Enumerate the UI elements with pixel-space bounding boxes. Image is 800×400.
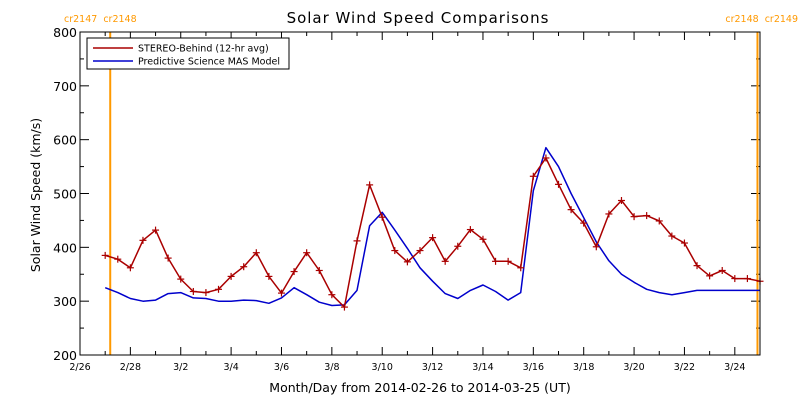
- data-point: [366, 181, 374, 189]
- x-tick-label: 2/28: [120, 362, 141, 373]
- legend-label-stereo: STEREO-Behind (12-hr avg): [138, 44, 269, 55]
- carrington-label-left: cr2147: [64, 14, 97, 25]
- data-point: [492, 257, 500, 265]
- data-point: [378, 213, 386, 221]
- data-point: [139, 236, 147, 244]
- data-point: [429, 234, 437, 242]
- plot-frame: [79, 31, 761, 356]
- data-point: [290, 268, 298, 276]
- data-point: [680, 239, 688, 247]
- data-point: [227, 272, 235, 280]
- data-point: [592, 243, 600, 251]
- x-tick-label: 3/24: [724, 362, 745, 373]
- carrington-label-right: cr2148: [103, 14, 136, 25]
- carrington-label-left: cr2148: [725, 14, 758, 25]
- data-point: [328, 291, 336, 299]
- x-tick-label: 3/10: [372, 362, 393, 373]
- carrington-markers: cr2147 cr2148 cr2148 cr2149: [64, 14, 798, 355]
- y-tick-label: 700: [53, 79, 77, 94]
- series-line-stereo-behind-12-hr-avg: [104, 157, 761, 308]
- data-point: [517, 264, 525, 272]
- data-point: [617, 196, 625, 204]
- x-tick-label: 3/16: [523, 362, 544, 373]
- carrington-label-right: cr2149: [765, 14, 798, 25]
- data-point: [693, 262, 701, 270]
- data-point: [479, 235, 487, 243]
- y-tick-label: 600: [53, 133, 77, 148]
- data-point: [706, 272, 714, 280]
- x-tick-label: 3/4: [223, 362, 238, 373]
- data-point: [101, 251, 109, 259]
- axis-ticks: 200 300 400 500 600 700 800 2/26 2/28 3/2 3/4 3/6 3/…: [53, 25, 760, 373]
- data-point: [718, 266, 726, 274]
- data-point: [353, 237, 361, 245]
- chart-title: Solar Wind Speed Comparisons: [287, 9, 550, 27]
- data-point: [555, 180, 563, 188]
- x-tick-label: 3/2: [173, 362, 188, 373]
- carrington-rotation-label: cr2147 cr2148: [64, 14, 137, 25]
- data-point: [240, 263, 248, 271]
- data-point: [731, 275, 739, 283]
- data-point: [567, 206, 575, 214]
- y-axis-label: Solar Wind Speed (km/s): [28, 118, 43, 272]
- data-point: [403, 258, 411, 266]
- x-axis-label: Month/Day from 2014-02-26 to 2014-03-25 …: [269, 380, 570, 395]
- y-tick-label: 200: [53, 348, 77, 363]
- data-point: [630, 213, 638, 221]
- legend-label-model: Predictive Science MAS Model: [138, 57, 280, 68]
- data-point: [114, 255, 122, 263]
- data-point: [580, 219, 588, 227]
- data-point: [152, 226, 160, 234]
- data-point: [655, 217, 663, 225]
- data-point: [391, 247, 399, 255]
- y-tick-label: 400: [53, 240, 77, 255]
- x-tick-label: 3/22: [674, 362, 695, 373]
- data-point: [605, 210, 613, 218]
- data-point: [164, 254, 172, 262]
- legend-box: [86, 37, 290, 70]
- data-point: [177, 275, 185, 283]
- y-tick-label: 300: [53, 294, 77, 309]
- data-point: [215, 285, 223, 293]
- data-point: [303, 249, 311, 257]
- data-point: [542, 154, 550, 162]
- x-tick-label: 3/20: [623, 362, 644, 373]
- data-point: [189, 287, 197, 295]
- data-point: [504, 257, 512, 265]
- data-point: [202, 289, 210, 297]
- y-tick-label: 800: [53, 25, 77, 40]
- carrington-rotation-label: cr2148 cr2149: [725, 14, 798, 25]
- series-line-predictive-science-mas-model: [104, 146, 760, 307]
- x-tick-label: 3/18: [573, 362, 594, 373]
- data-point: [643, 212, 651, 220]
- data-point: [668, 232, 676, 240]
- data-point: [743, 275, 751, 283]
- data-point: [252, 249, 260, 257]
- x-tick-label: 2/26: [69, 362, 90, 373]
- legend: STEREO-Behind (12-hr avg) Predictive Sci…: [86, 37, 290, 70]
- x-tick-label: 3/12: [422, 362, 443, 373]
- series-lines: [101, 146, 764, 311]
- x-tick-label: 3/6: [274, 362, 289, 373]
- data-point: [277, 289, 285, 297]
- y-tick-label: 500: [53, 187, 77, 202]
- data-point: [126, 264, 134, 272]
- data-point: [265, 272, 273, 280]
- data-point: [315, 266, 323, 274]
- x-tick-label: 3/8: [324, 362, 339, 373]
- x-tick-label: 3/14: [472, 362, 493, 373]
- data-point: [529, 172, 537, 180]
- data-point: [454, 242, 462, 250]
- data-point: [340, 303, 348, 311]
- data-point: [441, 257, 449, 265]
- data-point: [416, 247, 424, 255]
- data-point: [466, 226, 474, 234]
